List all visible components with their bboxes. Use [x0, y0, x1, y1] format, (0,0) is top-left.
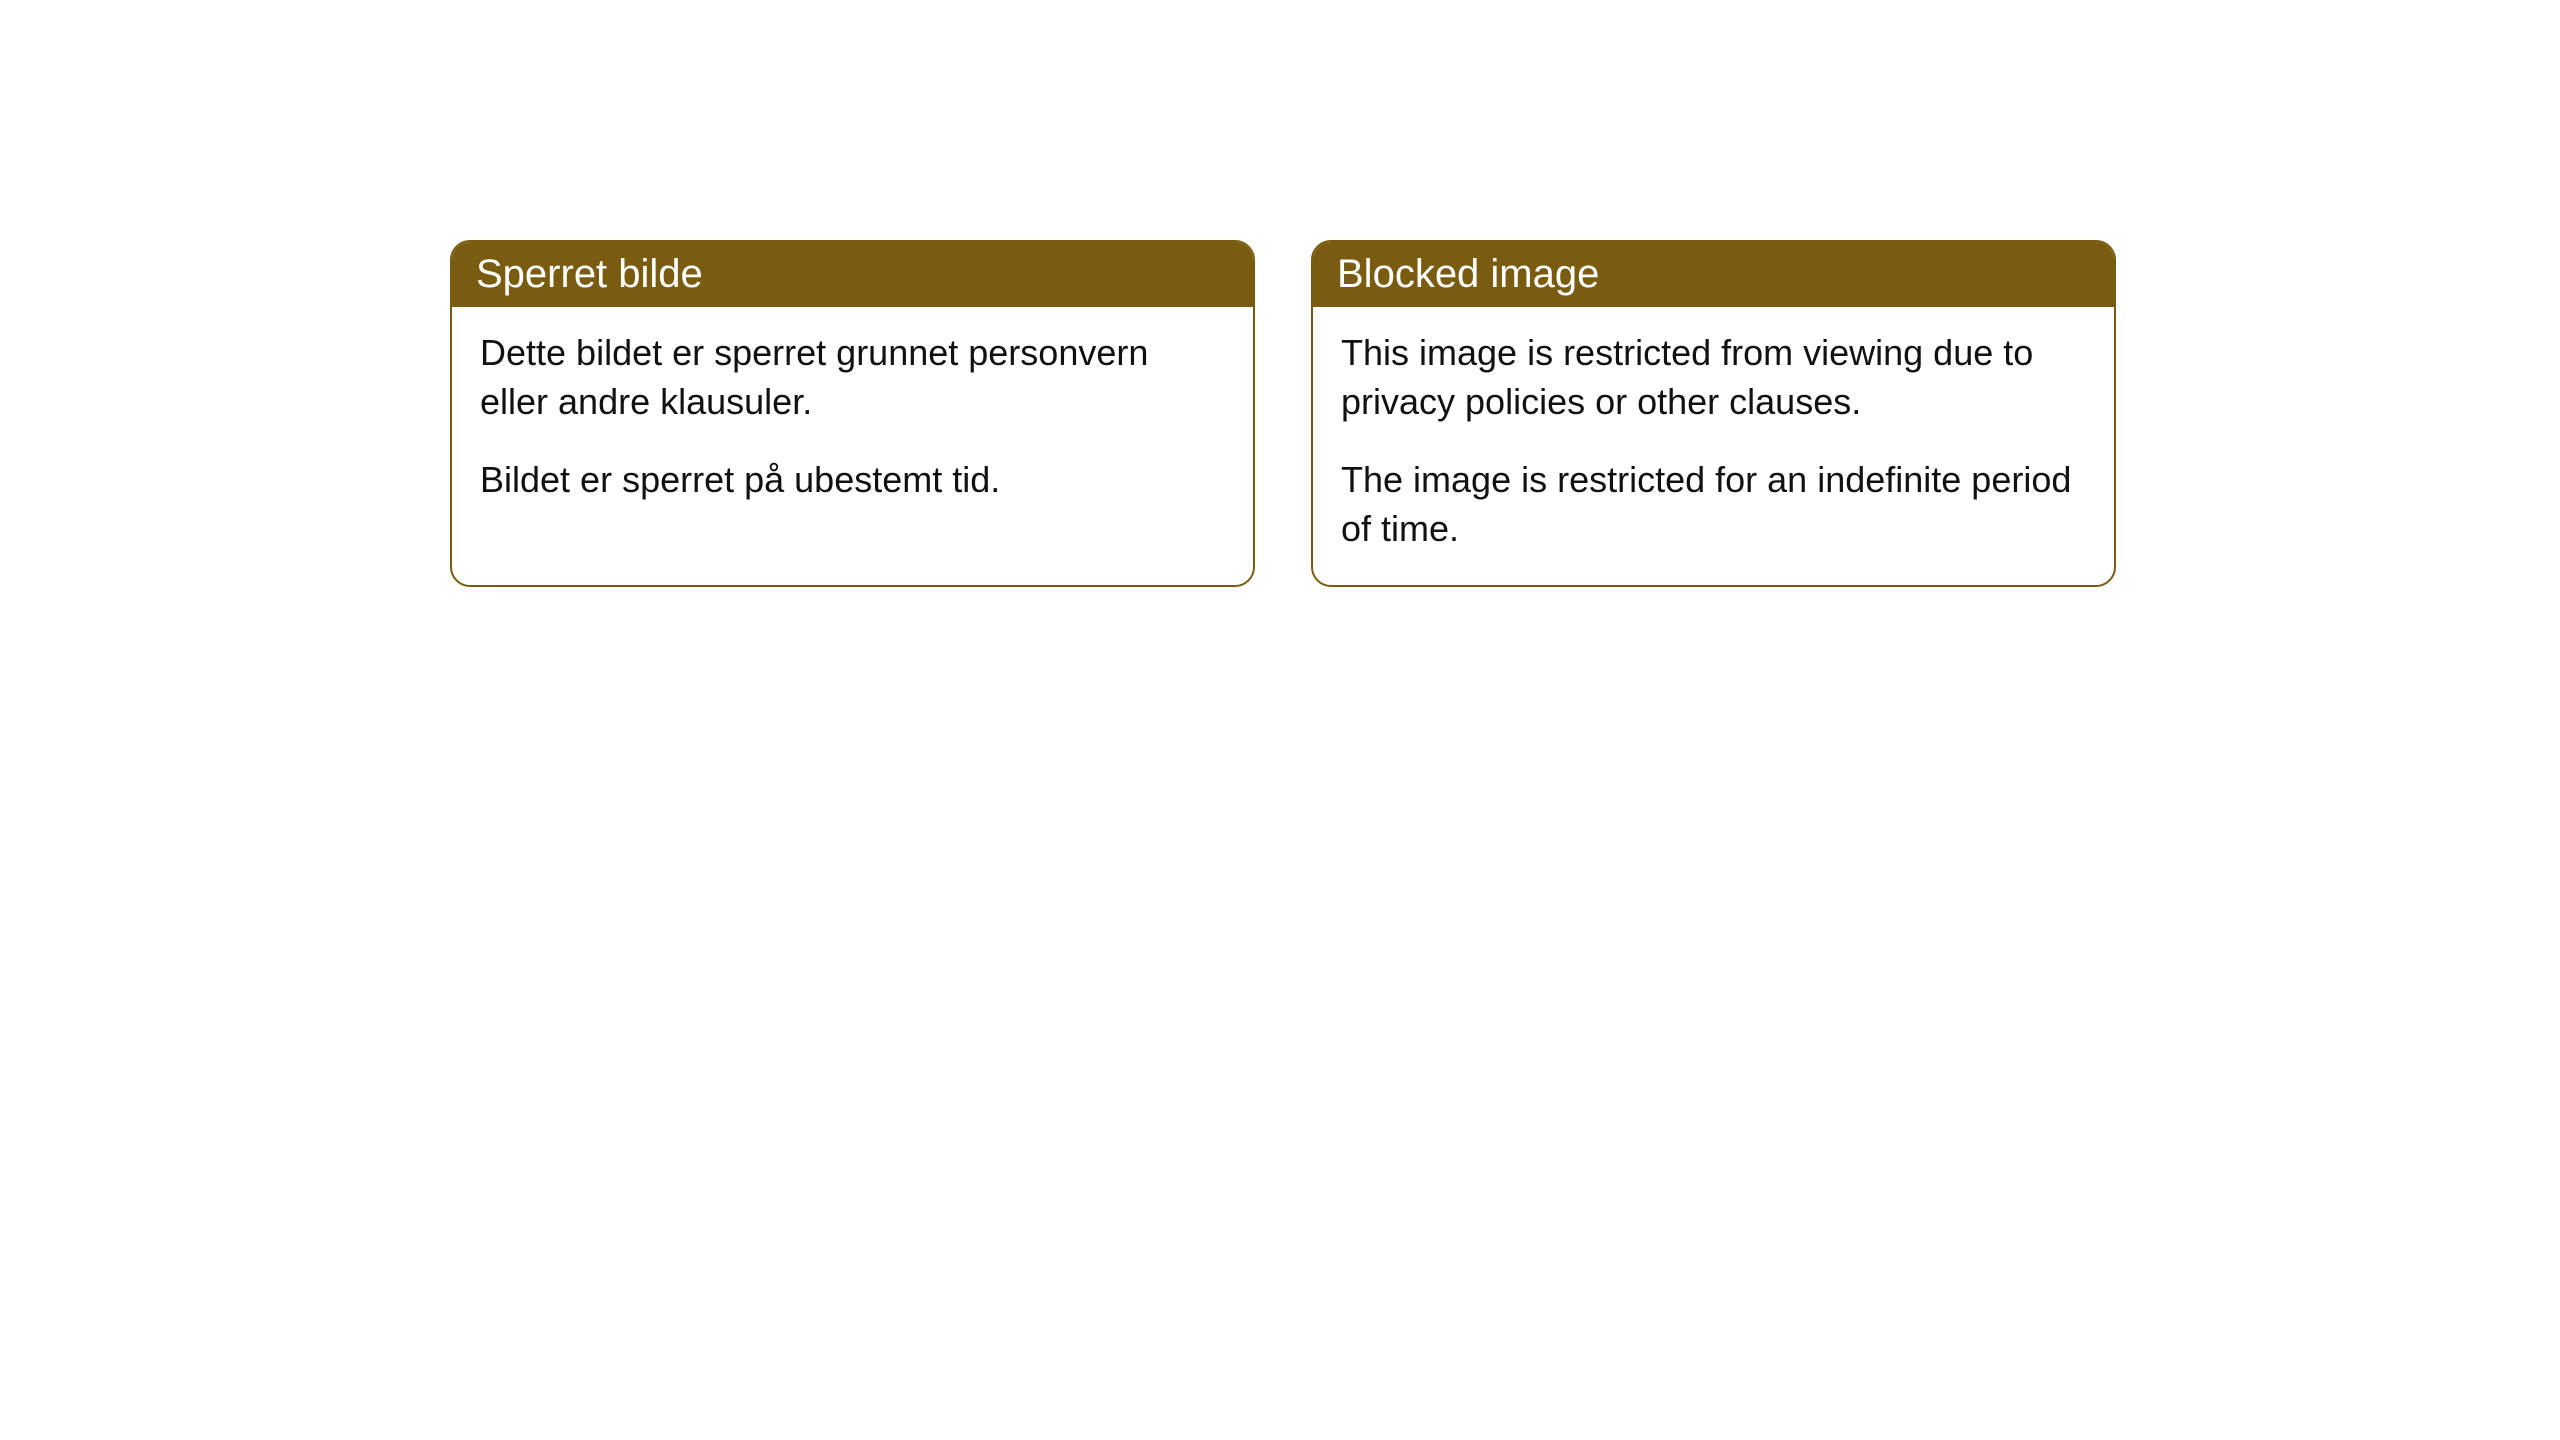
blocked-image-card-english: Blocked image This image is restricted f… — [1311, 240, 2116, 587]
card-body: Dette bildet er sperret grunnet personve… — [452, 307, 1253, 537]
blocked-image-card-norwegian: Sperret bilde Dette bildet er sperret gr… — [450, 240, 1255, 587]
card-paragraph: Bildet er sperret på ubestemt tid. — [480, 456, 1225, 505]
card-title: Sperret bilde — [476, 252, 703, 296]
notice-cards-container: Sperret bilde Dette bildet er sperret gr… — [450, 240, 2116, 587]
card-paragraph: The image is restricted for an indefinit… — [1341, 456, 2086, 553]
card-paragraph: Dette bildet er sperret grunnet personve… — [480, 329, 1225, 426]
card-paragraph: This image is restricted from viewing du… — [1341, 329, 2086, 426]
card-header: Sperret bilde — [452, 242, 1253, 307]
card-body: This image is restricted from viewing du… — [1313, 307, 2114, 585]
card-header: Blocked image — [1313, 242, 2114, 307]
card-title: Blocked image — [1337, 252, 1599, 296]
